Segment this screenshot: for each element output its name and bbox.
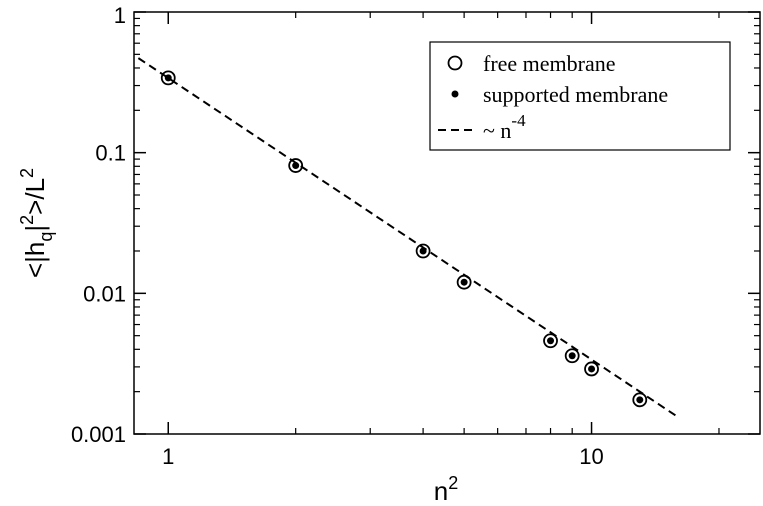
supported-membrane-point (588, 365, 596, 373)
x-axis-title: n2 (434, 473, 458, 506)
legend-fit-label: ~ n-4 (483, 111, 526, 143)
free-membrane-point (584, 361, 599, 377)
x-tick-label: 10 (579, 444, 603, 469)
free-membrane-point (288, 158, 304, 173)
y-tick-label: 0.1 (95, 141, 126, 166)
y-axis-title: <|hq|2>/L2 (17, 168, 56, 278)
data-series (137, 57, 679, 418)
plot-frame (133, 11, 761, 435)
y-tick-label: 0.001 (71, 422, 126, 447)
legend-free-marker (447, 55, 463, 71)
y-tick-label: 1 (114, 3, 126, 28)
supported-membrane-point (292, 162, 300, 170)
legend: free membrane supported membrane ~ n-4 (429, 41, 731, 151)
supported-membrane-point (547, 337, 555, 345)
supported-membrane-point (460, 278, 468, 286)
axis-ticks (134, 11, 760, 435)
supported-membrane-point (636, 396, 644, 404)
supported-membrane-point (164, 74, 172, 82)
free-membrane-point (160, 70, 176, 86)
x-tick-label: 1 (162, 444, 174, 469)
legend-supported-marker (451, 90, 459, 98)
legend-box (429, 41, 731, 151)
y-tick-label: 0.01 (83, 281, 126, 306)
legend-supported-label: supported membrane (483, 82, 668, 107)
legend-free-label: free membrane (483, 51, 616, 76)
axis-tick-labels: 1 10 0.001 0.01 0.1 1 (71, 3, 604, 469)
free-membrane-point (564, 348, 580, 364)
supported-membrane-point (568, 352, 576, 360)
fit-line-n-minus-4 (137, 57, 679, 418)
free-membrane-point (632, 392, 648, 408)
free-membrane-point (415, 243, 431, 259)
free-membrane-point (456, 274, 472, 290)
supported-membrane-point (419, 247, 427, 255)
free-membrane-point (543, 333, 558, 349)
